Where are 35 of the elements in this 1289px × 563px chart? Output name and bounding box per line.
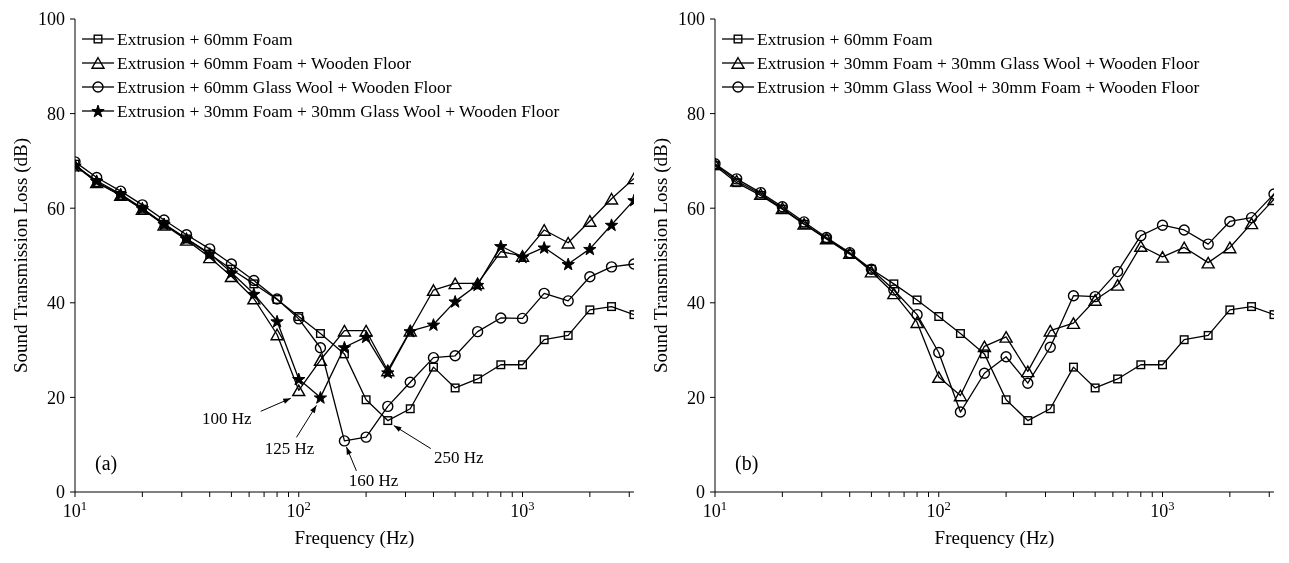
x-tick-label: 10$^{1}$ xyxy=(62,499,88,521)
x-tick-label: 10$^{3}$ xyxy=(1150,499,1175,521)
x-tick-label: 10$^{1}$ xyxy=(702,499,728,521)
y-tick-label: 40 xyxy=(687,293,705,314)
annotation: (b) xyxy=(735,452,759,475)
x-axis-title: Frequency (Hz) xyxy=(294,527,415,549)
y-tick-label: 40 xyxy=(47,293,65,314)
x-axis-title: Frequency (Hz) xyxy=(934,527,1055,549)
y-axis-title: Sound Transmission Loss (dB) xyxy=(9,138,32,373)
y-tick-label: 0 xyxy=(696,482,705,503)
y-tick-label: 60 xyxy=(47,198,65,219)
legend-label: Extrusion + 60mm Foam xyxy=(117,28,293,51)
annotation: 125 Hz xyxy=(264,438,315,458)
y-axis-title: Sound Transmission Loss (dB) xyxy=(649,138,672,373)
y-tick-label: 100 xyxy=(38,9,65,30)
annotation: (a) xyxy=(95,452,118,475)
legend-label: Extrusion + 60mm Foam + Wooden Floor xyxy=(117,52,412,75)
annotation: 100 Hz xyxy=(201,408,252,428)
legend-label: Extrusion + 60mm Foam xyxy=(757,28,933,51)
y-tick-label: 100 xyxy=(678,9,705,30)
x-tick-label: 10$^{2}$ xyxy=(926,499,951,521)
x-tick-label: 10$^{3}$ xyxy=(510,499,535,521)
y-tick-label: 20 xyxy=(47,387,65,408)
legend-label: Extrusion + 30mm Foam + 30mm Glass Wool + Wooden Floor xyxy=(117,100,560,123)
legend-label: Extrusion + 30mm Glass Wool + 30mm Foam + Wooden Floor xyxy=(757,76,1200,99)
legend-label: Extrusion + 30mm Foam + 30mm Glass Wool + Wooden Floor xyxy=(757,52,1200,75)
annotation: 250 Hz xyxy=(434,447,485,467)
x-tick-label: 10$^{2}$ xyxy=(286,499,311,521)
y-tick-label: 60 xyxy=(687,198,705,219)
legend-label: Extrusion + 60mm Glass Wool + Wooden Floor xyxy=(117,76,452,99)
annotation: 160 Hz xyxy=(348,470,399,490)
y-tick-label: 0 xyxy=(56,482,65,503)
y-tick-label: 80 xyxy=(47,103,65,124)
y-tick-label: 80 xyxy=(687,103,705,124)
y-tick-label: 20 xyxy=(687,387,705,408)
